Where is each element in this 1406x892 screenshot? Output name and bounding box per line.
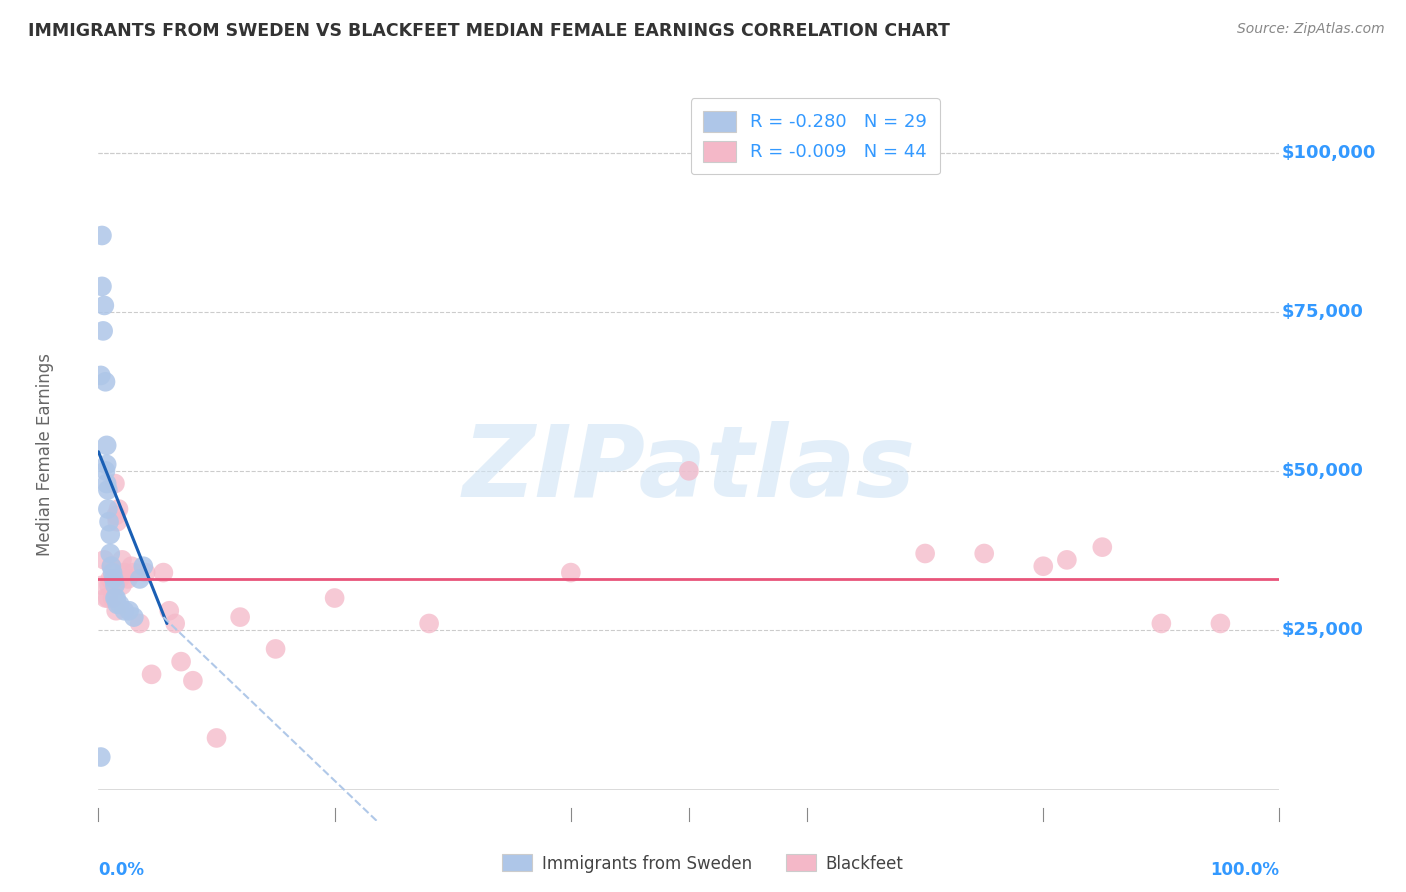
Point: [117, 572, 139, 586]
Point: [93, 553, 115, 567]
Point: [165, 616, 187, 631]
Point: [170, 655, 193, 669]
Point: [94, 591, 117, 605]
Point: [91, 279, 114, 293]
Point: [96, 476, 118, 491]
Point: [112, 566, 135, 580]
Point: [91, 578, 114, 592]
Point: [973, 547, 995, 561]
Point: [107, 502, 129, 516]
Point: [111, 553, 134, 567]
Text: 0.0%: 0.0%: [98, 861, 145, 879]
Point: [101, 591, 124, 605]
Point: [118, 604, 141, 618]
Point: [181, 673, 204, 688]
Point: [122, 610, 145, 624]
Point: [132, 559, 155, 574]
Point: [135, 566, 157, 580]
Point: [105, 508, 128, 523]
Point: [141, 667, 163, 681]
Point: [121, 559, 143, 574]
Legend: Immigrants from Sweden, Blackfeet: Immigrants from Sweden, Blackfeet: [496, 847, 910, 880]
Text: $100,000: $100,000: [1282, 144, 1376, 161]
Point: [98, 578, 121, 592]
Point: [97, 483, 120, 497]
Text: Median Female Earnings: Median Female Earnings: [37, 353, 55, 557]
Point: [104, 591, 127, 605]
Point: [94, 464, 117, 478]
Text: $50,000: $50,000: [1282, 462, 1364, 480]
Point: [91, 228, 114, 243]
Point: [111, 578, 134, 592]
Text: $75,000: $75,000: [1282, 302, 1364, 321]
Point: [1150, 616, 1173, 631]
Point: [94, 375, 117, 389]
Point: [93, 298, 115, 312]
Point: [205, 731, 228, 745]
Point: [105, 604, 128, 618]
Point: [128, 616, 150, 631]
Point: [152, 566, 174, 580]
Point: [100, 559, 122, 574]
Point: [157, 604, 180, 618]
Text: $25,000: $25,000: [1282, 621, 1364, 639]
Point: [101, 566, 124, 580]
Text: Source: ZipAtlas.com: Source: ZipAtlas.com: [1237, 22, 1385, 37]
Point: [128, 572, 150, 586]
Point: [96, 438, 118, 452]
Point: [98, 547, 121, 561]
Point: [97, 502, 120, 516]
Point: [105, 598, 128, 612]
Point: [105, 572, 128, 586]
Point: [229, 610, 252, 624]
Point: [103, 578, 125, 592]
Point: [97, 591, 120, 605]
Point: [104, 476, 127, 491]
Point: [100, 559, 122, 574]
Point: [1056, 553, 1078, 567]
Text: ZIPatlas: ZIPatlas: [463, 421, 915, 518]
Point: [104, 578, 127, 592]
Legend: R = -0.280   N = 29, R = -0.009   N = 44: R = -0.280 N = 29, R = -0.009 N = 44: [690, 98, 939, 174]
Point: [264, 641, 287, 656]
Point: [122, 566, 145, 580]
Point: [1209, 616, 1232, 631]
Point: [678, 464, 700, 478]
Point: [96, 458, 118, 472]
Point: [90, 368, 112, 383]
Point: [1032, 559, 1054, 574]
Point: [108, 598, 131, 612]
Point: [98, 572, 121, 586]
Text: IMMIGRANTS FROM SWEDEN VS BLACKFEET MEDIAN FEMALE EARNINGS CORRELATION CHART: IMMIGRANTS FROM SWEDEN VS BLACKFEET MEDI…: [28, 22, 950, 40]
Point: [98, 527, 121, 541]
Point: [560, 566, 582, 580]
Text: 100.0%: 100.0%: [1211, 861, 1279, 879]
Point: [91, 324, 114, 338]
Point: [323, 591, 346, 605]
Point: [108, 572, 131, 586]
Point: [112, 604, 135, 618]
Point: [914, 547, 936, 561]
Point: [103, 572, 125, 586]
Point: [105, 515, 128, 529]
Point: [418, 616, 440, 631]
Point: [105, 591, 128, 605]
Point: [90, 750, 112, 764]
Point: [1091, 540, 1114, 554]
Point: [98, 515, 121, 529]
